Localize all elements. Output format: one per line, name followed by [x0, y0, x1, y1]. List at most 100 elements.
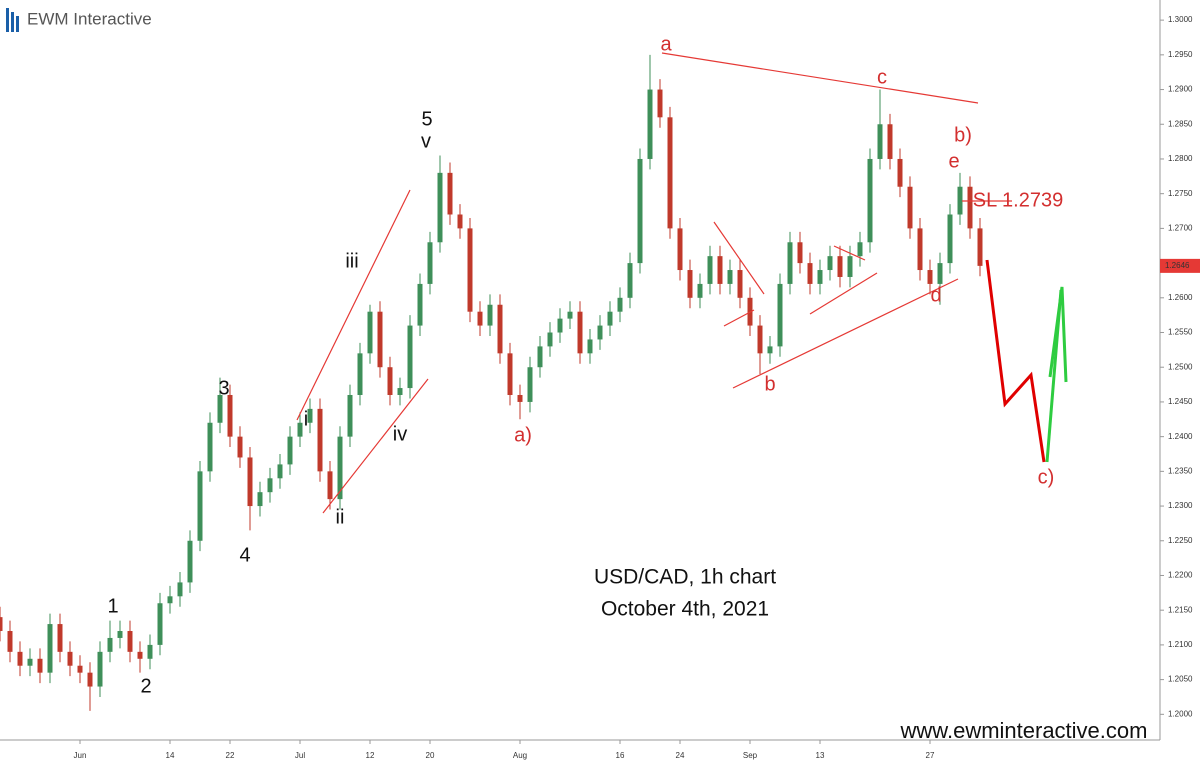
trendline — [661, 52, 979, 104]
candle-body — [147, 644, 153, 659]
candle-body — [887, 124, 893, 159]
candle-body — [387, 367, 393, 395]
x-tick-label: 14 — [166, 751, 175, 760]
x-tick-label: Jun — [74, 751, 87, 760]
candle-body — [727, 270, 733, 284]
logo-bar — [11, 12, 14, 32]
price-label: 1.2646 — [1165, 261, 1190, 270]
candle-body — [297, 422, 303, 437]
candle-body — [807, 263, 813, 284]
candle-body — [967, 186, 973, 229]
wave-label: e — [948, 150, 959, 172]
candle-body — [817, 270, 823, 284]
candle-body — [707, 256, 713, 284]
candle-body — [277, 464, 283, 479]
candle-body — [467, 228, 473, 312]
candle-body — [217, 394, 223, 423]
candle-body — [557, 318, 563, 333]
candle-body — [407, 325, 413, 389]
candle-body — [667, 117, 673, 229]
candle-body — [117, 631, 123, 638]
y-tick-label: 1.2000 — [1168, 709, 1193, 718]
wave-label: iv — [393, 423, 407, 445]
candle-body — [907, 186, 913, 229]
website: www.ewminteractive.com — [900, 718, 1148, 743]
trendline — [713, 221, 765, 295]
candle-body — [697, 283, 703, 298]
candle-body — [27, 658, 33, 666]
candle-body — [17, 651, 23, 666]
y-tick-label: 1.2450 — [1168, 397, 1193, 406]
candle-body — [847, 256, 853, 277]
y-tick-label: 1.2250 — [1168, 536, 1193, 545]
y-tick-label: 1.2350 — [1168, 466, 1193, 475]
y-axis-area — [1160, 0, 1200, 765]
candle-body — [547, 332, 553, 347]
candle-body — [607, 311, 613, 326]
y-tick-label: 1.2550 — [1168, 328, 1193, 337]
y-tick-label: 1.2850 — [1168, 119, 1193, 128]
candle-body — [427, 242, 433, 284]
candle-body — [477, 311, 483, 326]
wave-label: 4 — [239, 544, 250, 566]
candle-body — [757, 325, 763, 354]
candle-body — [367, 311, 373, 354]
y-tick-label: 1.2300 — [1168, 501, 1193, 510]
candle-body — [627, 263, 633, 298]
y-tick-label: 1.2100 — [1168, 640, 1193, 649]
candle-body — [687, 270, 693, 298]
y-tick-label: 1.2400 — [1168, 432, 1193, 441]
y-tick-label: 1.2950 — [1168, 50, 1193, 59]
candle-body — [237, 436, 243, 458]
candle-body — [377, 311, 383, 368]
x-tick-label: 20 — [426, 751, 435, 760]
y-tick-label: 1.2900 — [1168, 85, 1193, 94]
candle-body — [317, 408, 323, 472]
y-tick-label: 1.2700 — [1168, 223, 1193, 232]
candle-body — [737, 270, 743, 298]
candle-body — [397, 388, 403, 395]
candle-body — [677, 228, 683, 271]
candle-body — [767, 346, 773, 354]
chart-title: USD/CAD, 1h chart — [594, 566, 776, 589]
candles — [0, 54, 983, 711]
x-axis-area — [0, 740, 1160, 765]
logo-bar — [6, 8, 9, 32]
wave-label: SL 1.2739 — [973, 189, 1063, 211]
x-tick-label: 22 — [226, 751, 235, 760]
wave-label: 5 — [421, 108, 432, 130]
candle-body — [417, 283, 423, 326]
candle-body — [947, 214, 953, 264]
y-tick-label: 1.2600 — [1168, 293, 1193, 302]
candle-body — [37, 658, 43, 673]
candle-body — [457, 214, 463, 229]
candle-body — [127, 631, 133, 652]
wave-label: v — [421, 130, 431, 152]
candle-body — [937, 263, 943, 284]
trendline — [809, 272, 878, 315]
y-tick-label: 1.2800 — [1168, 154, 1193, 163]
candle-body — [177, 582, 183, 597]
candle-body — [637, 158, 643, 264]
candle-body — [347, 394, 353, 437]
trendline — [723, 309, 755, 327]
brand: EWM Interactive — [27, 9, 152, 28]
candle-body — [657, 89, 663, 118]
candle-body — [897, 158, 903, 187]
candle-body — [137, 651, 143, 659]
candle-body — [927, 270, 933, 284]
candle-body — [957, 186, 963, 215]
x-tick-label: 13 — [816, 751, 825, 760]
candle-body — [827, 256, 833, 271]
candle-body — [787, 242, 793, 284]
candle-body — [497, 304, 503, 354]
logo: EWM Interactive — [6, 8, 152, 32]
candle-body — [537, 346, 543, 368]
candle-body — [797, 242, 803, 264]
candle-body — [57, 624, 63, 652]
candle-body — [247, 457, 253, 507]
candle-body — [157, 603, 163, 645]
candle-body — [167, 596, 173, 604]
